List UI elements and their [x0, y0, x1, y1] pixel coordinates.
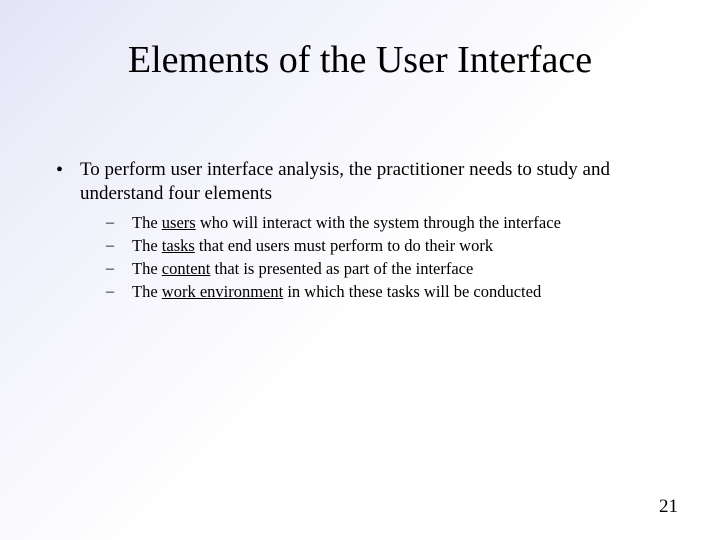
- sub-bullet-marker: –: [106, 235, 132, 256]
- sub-bullet-marker: –: [106, 258, 132, 279]
- sub-bullet-text: The work environment in which these task…: [132, 281, 541, 302]
- bullet-item: • To perform user interface analysis, th…: [56, 158, 664, 206]
- bullet-text: To perform user interface analysis, the …: [80, 158, 664, 206]
- sub-bullet-text: The content that is presented as part of…: [132, 258, 473, 279]
- sub-bullet-text: The users who will interact with the sys…: [132, 212, 561, 233]
- bullet-marker: •: [56, 158, 80, 182]
- sub-bullet-item: – The users who will interact with the s…: [106, 212, 664, 233]
- slide-body: • To perform user interface analysis, th…: [56, 158, 664, 304]
- slide-title: Elements of the User Interface: [0, 38, 720, 82]
- sub-bullet-marker: –: [106, 212, 132, 233]
- sub-bullet-text: The tasks that end users must perform to…: [132, 235, 493, 256]
- sub-bullet-item: – The tasks that end users must perform …: [106, 235, 664, 256]
- page-number: 21: [659, 496, 678, 518]
- sub-bullet-list: – The users who will interact with the s…: [106, 212, 664, 302]
- slide: Elements of the User Interface • To perf…: [0, 0, 720, 540]
- sub-bullet-item: – The work environment in which these ta…: [106, 281, 664, 302]
- sub-bullet-item: – The content that is presented as part …: [106, 258, 664, 279]
- sub-bullet-marker: –: [106, 281, 132, 302]
